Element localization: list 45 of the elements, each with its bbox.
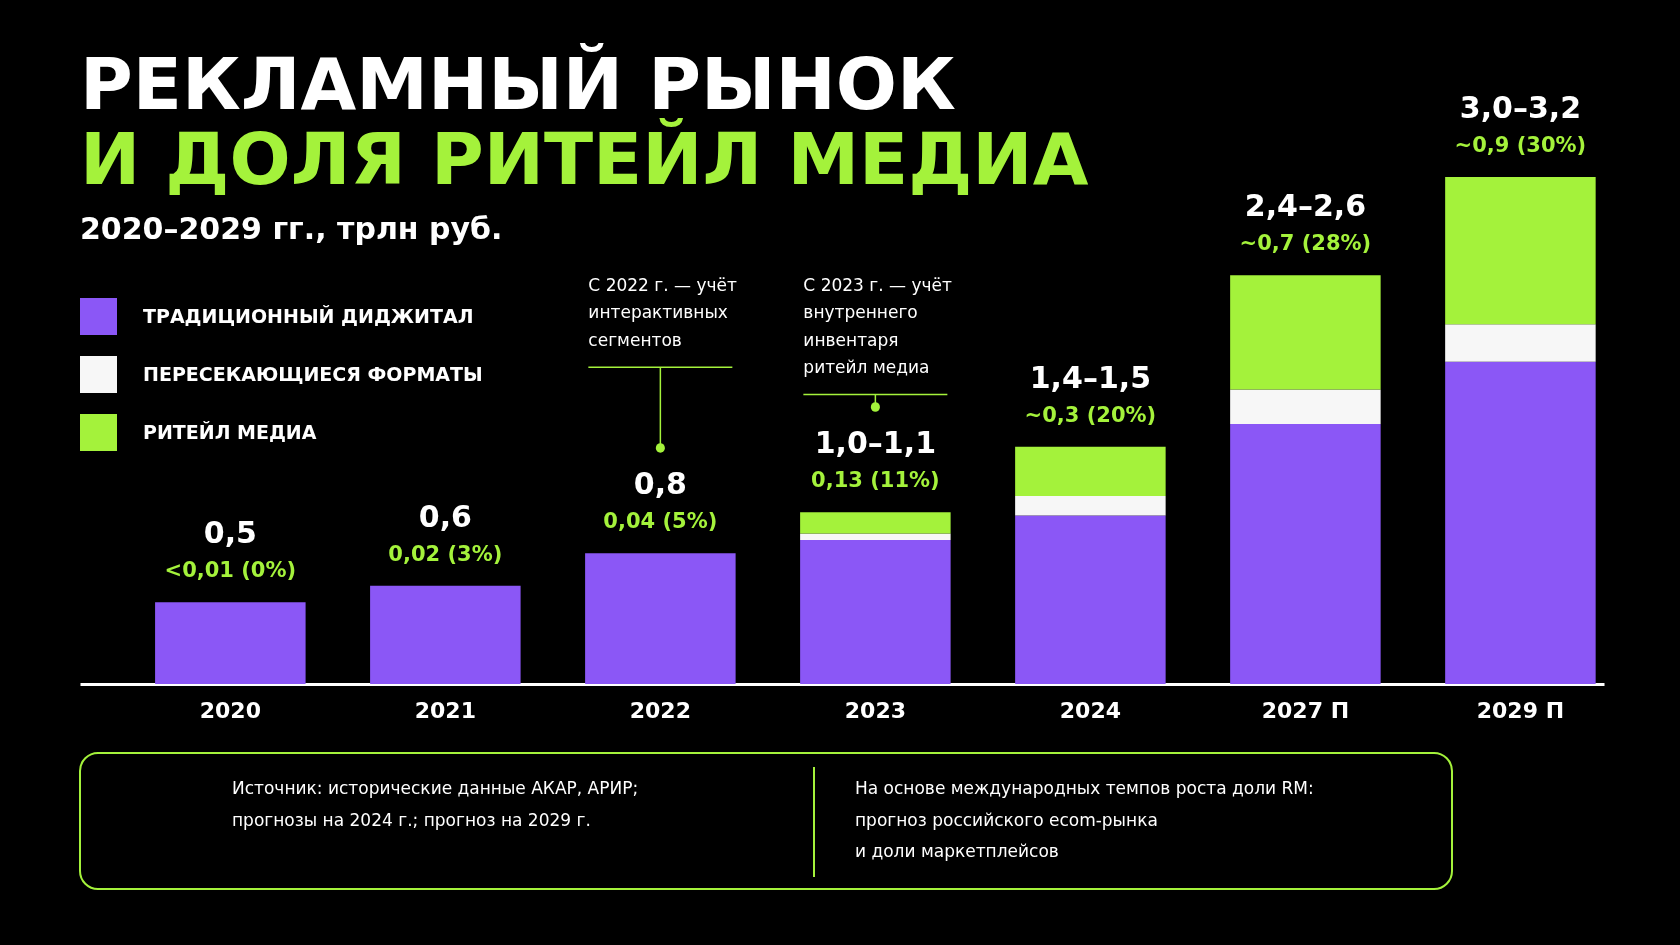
annotation: С 2022 г. — учёт интерактивных сегментов: [588, 275, 738, 350]
text: Источник: исторические данные АКАР, АРИР; прогнозы на 2024 г.; прогноз на 2029 г.: [232, 778, 639, 830]
bar: [800, 533, 951, 541]
data-label: ~0,9 (30%): [1454, 133, 1587, 157]
data-label: 0,13 (11%): [811, 468, 940, 493]
data-label: ~0,3 (20%): [1024, 402, 1157, 427]
bar: [800, 540, 951, 684]
bar: [1445, 177, 1596, 325]
total-label: 2,4–2,6: [1244, 188, 1367, 224]
legend-label: РИТЕЙЛ МЕДИА: [143, 420, 317, 443]
bar: [800, 512, 951, 534]
total-label: 1,0–1,1: [814, 425, 937, 461]
total-label: 0,6: [418, 498, 472, 534]
bar: [1230, 275, 1381, 390]
bar: [155, 602, 306, 684]
total-label: 0,5: [203, 515, 257, 551]
text: <0,01 (0%): [164, 558, 297, 583]
text: 0,04 (5%): [603, 509, 718, 534]
bar: [370, 585, 521, 684]
x-tick-label: 2024: [1059, 697, 1121, 723]
chart-title: РЕКЛАМНЫЙ РЫНОК И ДОЛЯ РИТЕЙЛ МЕДИА: [80, 42, 1089, 201]
x-tick-label: 2029 П: [1476, 697, 1565, 723]
bar: [1230, 423, 1381, 684]
text: На основе международных темпов роста доли RM: прогноз российского ecom-рынка и доли маркетплейсов: [855, 778, 1314, 862]
x-tick-label: 2027 П: [1261, 697, 1350, 723]
x-tick-label: 2020: [199, 697, 261, 723]
bar: [585, 553, 736, 684]
annotation: С 2023 г. — учёт внутреннего инвентаря ритейл медиа: [803, 275, 953, 378]
total-label: 3,0–3,2: [1459, 90, 1582, 125]
total-label: 0,8: [633, 466, 687, 502]
legend-label: ПЕРЕСЕКАЮЩИЕСЯ ФОРМАТЫ: [143, 362, 483, 385]
text: 0,02 (3%): [388, 541, 503, 566]
bar: [1015, 446, 1166, 496]
legend-label: ТРАДИЦИОННЫЙ ДИДЖИТАЛ: [143, 304, 474, 327]
total-label: 1,4–1,5: [1029, 359, 1152, 395]
bar: [1445, 361, 1596, 684]
x-tick-label: 2021: [414, 697, 476, 723]
bar: [1445, 324, 1596, 362]
bar: [1230, 389, 1381, 424]
x-tick-label: 2022: [629, 697, 691, 723]
text: 2020–2029 гг., трлн руб.: [80, 211, 503, 246]
bar: [1015, 495, 1166, 516]
bar: [1015, 515, 1166, 684]
x-tick-label: 2023: [844, 697, 906, 723]
data-label: ~0,7 (28%): [1239, 231, 1372, 256]
